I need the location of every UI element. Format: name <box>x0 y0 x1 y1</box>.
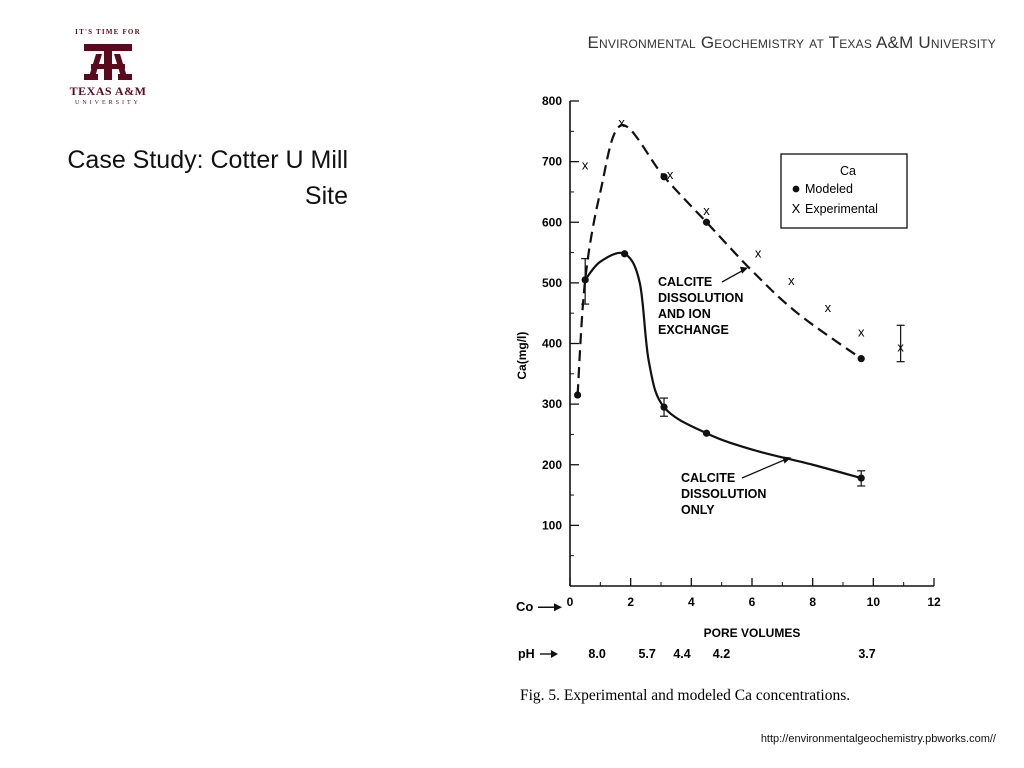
institution-title: Environmental Geochemistry at Texas A&M … <box>587 33 996 52</box>
chart-axes: 0 2 4 6 8 10 12 100 200 300 400 500 600 700 800 <box>542 94 941 609</box>
experimental-point: x <box>897 340 904 355</box>
ph-label: pH <box>518 647 535 661</box>
experimental-point: x <box>858 324 865 339</box>
legend-box <box>780 153 908 229</box>
annotation-dissolution-line: CALCITE <box>681 471 735 485</box>
experimental-point: x <box>582 158 589 173</box>
y-axis-label: Ca(mg/l) <box>515 332 529 380</box>
c0-label: Co <box>516 599 533 614</box>
x-tick-label: 8 <box>809 595 816 609</box>
annotation-dissolution-line: ONLY <box>681 503 715 517</box>
tamu-logo: IT'S TIME FOR TEXAS A&M UNIVERSITY <box>60 28 156 106</box>
atm-logo-icon <box>84 44 132 80</box>
slide-title: Case Study: Cotter U Mill Site <box>20 142 348 214</box>
legend-experimental-marker: X <box>792 201 801 216</box>
modeled-point <box>702 429 711 437</box>
y-tick-label: 400 <box>542 337 562 351</box>
x-tick-label: 2 <box>627 595 634 609</box>
modeled-point <box>621 250 629 258</box>
x-tick-label: 12 <box>927 595 941 609</box>
modeled-point <box>581 276 589 284</box>
logo-tagline: IT'S TIME FOR <box>75 28 141 36</box>
modeled-point <box>660 403 668 411</box>
annotation-arrow-head <box>740 266 748 274</box>
y-tick-label: 200 <box>542 458 562 472</box>
experimental-point: x <box>788 273 795 288</box>
experimental-point: x <box>703 203 710 218</box>
annotation-ion-exchange-line: EXCHANGE <box>658 323 729 337</box>
ph-value: 4.4 <box>673 647 690 661</box>
modeled-point <box>702 218 711 226</box>
x-tick-label: 10 <box>867 595 881 609</box>
c0-arrow-head <box>554 603 562 612</box>
ph-value: 5.7 <box>638 647 655 661</box>
annotation-ion-exchange-line: CALCITE <box>658 275 712 289</box>
logo-name: TEXAS A&M <box>69 84 147 98</box>
chart-curves <box>576 124 862 480</box>
legend-modeled-label: Modeled <box>805 182 853 196</box>
legend-title: Ca <box>840 164 856 178</box>
x-axis-label: PORE VOLUMES <box>704 626 801 640</box>
chart-labels: PORE VOLUMES Ca(mg/l) Co CALCITE DISSOLUTION… <box>515 266 876 704</box>
modeled-point <box>857 474 865 482</box>
chart-marks: x x x x x x x x x <box>573 115 905 487</box>
y-tick-label: 100 <box>542 518 562 532</box>
experimental-point: x <box>825 300 832 315</box>
experimental-point: x <box>667 167 674 182</box>
y-tick-label: 700 <box>542 155 562 169</box>
footer-url[interactable]: http://environmentalgeochemistry.pbworks… <box>760 733 996 745</box>
ph-value: 4.2 <box>713 647 730 661</box>
modeled-point <box>660 173 668 181</box>
ph-value: 8.0 <box>588 647 605 661</box>
y-tick-label: 500 <box>542 276 562 290</box>
logo-subtitle: UNIVERSITY <box>75 100 141 106</box>
annotation-arrow <box>741 458 786 479</box>
annotation-arrow-head <box>782 456 792 464</box>
x-tick-label: 6 <box>749 595 756 609</box>
annotation-dissolution-line: DISSOLUTION <box>681 487 766 501</box>
modeled-point <box>573 391 582 399</box>
dissolution-only-curve <box>584 251 862 480</box>
experimental-point: x <box>618 115 625 130</box>
y-tick-label: 600 <box>542 215 562 229</box>
annotation-ion-exchange-line: DISSOLUTION <box>658 291 743 305</box>
y-tick-label: 800 <box>542 94 562 108</box>
slide-title-line-2: Site <box>304 182 348 210</box>
y-tick-label: 300 <box>542 397 562 411</box>
figure-caption: Fig. 5. Experimental and modeled Ca conc… <box>520 687 850 704</box>
ph-arrow-head <box>551 650 558 658</box>
legend-experimental-label: Experimental <box>805 202 878 216</box>
chart-legend: Ca Modeled X Experimental <box>780 153 908 229</box>
slide-title-line-1: Case Study: Cotter U Mill <box>67 146 348 174</box>
x-tick-label: 0 <box>567 595 574 609</box>
experimental-point: x <box>755 246 762 261</box>
modeled-point <box>857 355 865 363</box>
legend-modeled-marker <box>792 185 800 193</box>
annotation-ion-exchange-line: AND ION <box>658 307 711 321</box>
x-tick-label: 4 <box>688 595 695 609</box>
ph-value: 3.7 <box>858 647 875 661</box>
ion-exchange-curve <box>576 124 862 396</box>
